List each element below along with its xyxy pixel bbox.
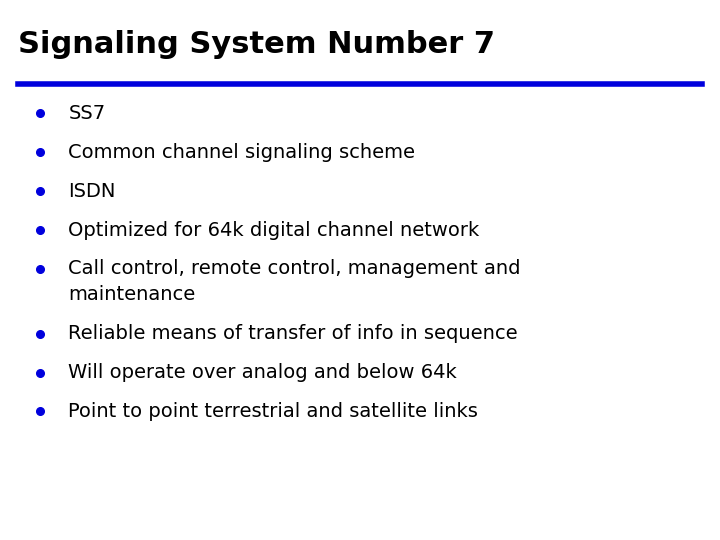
Text: SS7: SS7 xyxy=(68,104,106,123)
Text: Will operate over analog and below 64k: Will operate over analog and below 64k xyxy=(68,363,457,382)
Text: Point to point terrestrial and satellite links: Point to point terrestrial and satellite… xyxy=(68,402,478,421)
Text: Call control, remote control, management and: Call control, remote control, management… xyxy=(68,259,521,279)
Text: maintenance: maintenance xyxy=(68,285,196,305)
Text: Signaling System Number 7: Signaling System Number 7 xyxy=(18,30,495,59)
Text: ISDN: ISDN xyxy=(68,181,116,201)
Text: Common channel signaling scheme: Common channel signaling scheme xyxy=(68,143,415,162)
Text: Optimized for 64k digital channel network: Optimized for 64k digital channel networ… xyxy=(68,220,480,240)
Text: Reliable means of transfer of info in sequence: Reliable means of transfer of info in se… xyxy=(68,324,518,343)
